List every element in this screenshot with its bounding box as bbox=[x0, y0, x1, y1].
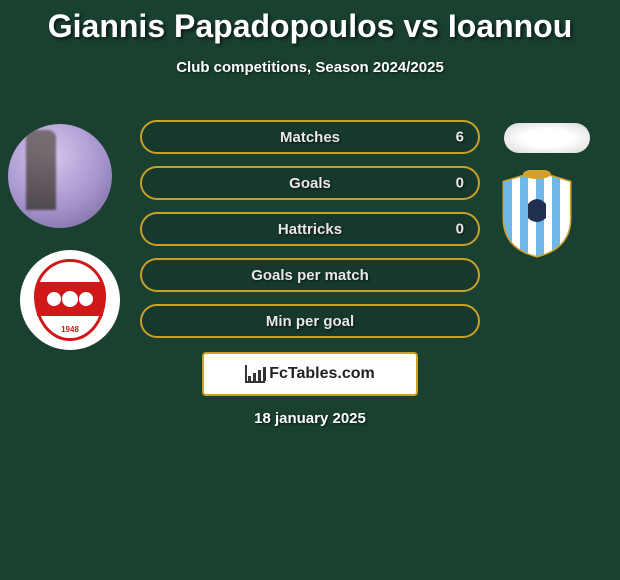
stat-row-min-per-goal: Min per goal bbox=[140, 304, 480, 338]
page-title: Giannis Papadopoulos vs Ioannou bbox=[0, 0, 620, 45]
stat-label: Goals bbox=[289, 175, 331, 192]
logo-text: FcTables.com bbox=[269, 365, 375, 383]
date-text: 18 january 2025 bbox=[0, 410, 620, 427]
stat-right-value: 0 bbox=[456, 175, 464, 192]
stat-label: Hattricks bbox=[278, 221, 342, 238]
stat-label: Min per goal bbox=[266, 313, 354, 330]
stat-row-goals: Goals 0 bbox=[140, 166, 480, 200]
badge-left-year: 1948 bbox=[37, 325, 103, 334]
player-photo-right bbox=[504, 123, 590, 153]
stat-row-hattricks: Hattricks 0 bbox=[140, 212, 480, 246]
player-photo-left bbox=[8, 124, 112, 228]
badge-left-shield: 1948 bbox=[34, 259, 106, 341]
stat-right-value: 6 bbox=[456, 129, 464, 146]
team-badge-right bbox=[500, 170, 600, 270]
subtitle: Club competitions, Season 2024/2025 bbox=[0, 59, 620, 76]
team-badge-left: 1948 bbox=[20, 250, 120, 350]
stat-right-value: 0 bbox=[456, 221, 464, 238]
logo-box: FcTables.com bbox=[202, 352, 418, 396]
stat-row-goals-per-match: Goals per match bbox=[140, 258, 480, 292]
badge-right-shield bbox=[500, 170, 574, 258]
stat-row-matches: Matches 6 bbox=[140, 120, 480, 154]
stat-label: Goals per match bbox=[251, 267, 369, 284]
badge-left-circle: 1948 bbox=[20, 250, 120, 350]
stats-container: Matches 6 Goals 0 Hattricks 0 Goals per … bbox=[140, 120, 480, 350]
chart-icon bbox=[245, 365, 265, 383]
stat-label: Matches bbox=[280, 129, 340, 146]
